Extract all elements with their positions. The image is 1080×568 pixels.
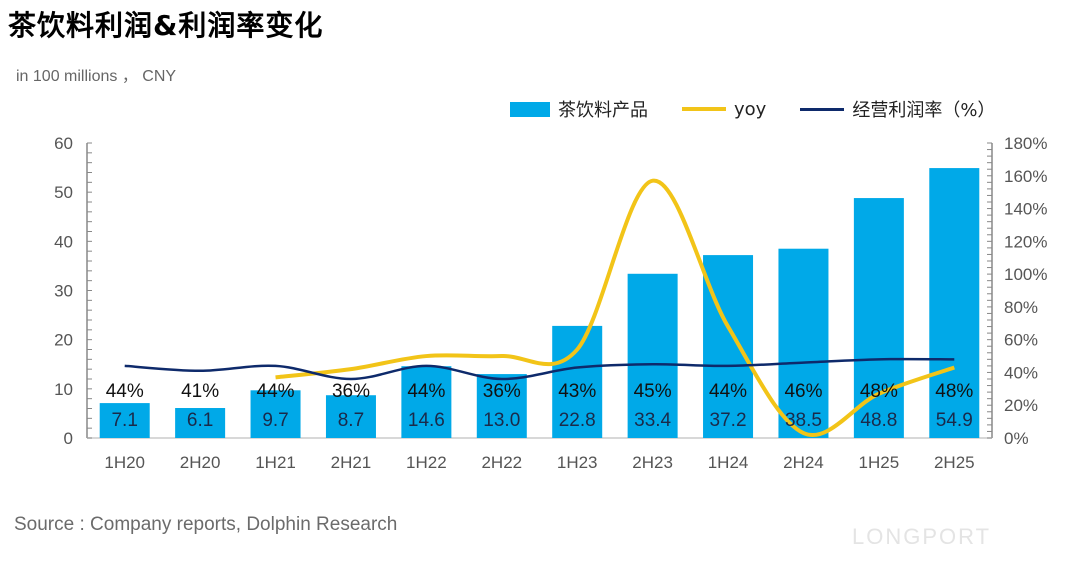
left-tick-label: 60	[54, 134, 73, 153]
left-tick-label: 30	[54, 282, 73, 301]
bar-data-label: 9.7	[262, 410, 288, 431]
bar-data-label: 7.1	[111, 410, 137, 431]
bar	[175, 408, 226, 438]
bar	[778, 248, 829, 438]
right-tick-label: 80%	[1004, 298, 1038, 317]
yoy-line	[275, 178, 955, 437]
right-tick-label: 0%	[1004, 429, 1029, 448]
bar	[627, 273, 678, 438]
x-tick-label: 2H22	[481, 453, 522, 472]
bar-data-label: 37.2	[710, 410, 747, 431]
margin-data-label: 48%	[935, 381, 973, 402]
x-tick-label: 1H20	[104, 453, 145, 472]
right-tick-label: 160%	[1004, 167, 1047, 186]
bar	[476, 374, 527, 438]
right-tick-label: 60%	[1004, 331, 1038, 350]
margin-data-label: 45%	[634, 381, 672, 402]
x-tick-label: 2H20	[180, 453, 221, 472]
legend-swatch	[682, 107, 726, 111]
legend-label: 经营利润率（%）	[852, 100, 996, 121]
bar-data-label: 33.4	[634, 410, 671, 431]
bar	[325, 395, 376, 438]
x-tick-label: 1H23	[557, 453, 598, 472]
right-tick-label: 120%	[1004, 232, 1047, 251]
x-tick-label: 1H21	[255, 453, 296, 472]
x-tick-label: 2H25	[934, 453, 975, 472]
bar-data-label: 22.8	[559, 410, 596, 431]
margin-data-label: 44%	[407, 381, 445, 402]
legend: 茶饮料产品 yoy 经营利润率（%）	[510, 96, 1029, 122]
legend-label: yoy	[734, 98, 767, 120]
margin-line	[124, 357, 955, 381]
legend-item-yoy: yoy	[682, 99, 766, 120]
logo: LONGPORT	[852, 524, 992, 549]
legend-item-margin: 经营利润率（%）	[800, 96, 995, 122]
x-tick-label: 1H22	[406, 453, 447, 472]
margin-data-label: 36%	[483, 381, 521, 402]
bar	[552, 325, 603, 438]
margin-data-label: 44%	[257, 381, 295, 402]
x-tick-label: 2H24	[783, 453, 824, 472]
unit-note: in 100 millions ， CNY	[16, 68, 177, 85]
margin-data-label: 44%	[709, 381, 747, 402]
bar	[99, 403, 150, 438]
right-tick-label: 40%	[1004, 363, 1038, 382]
margin-data-label: 48%	[860, 381, 898, 402]
chart-title: 茶饮料利润&利润率变化	[8, 9, 324, 42]
left-tick-label: 20	[54, 331, 73, 350]
bar-data-label: 54.9	[936, 410, 973, 431]
bar-data-label: 38.5	[785, 410, 822, 431]
margin-data-label: 44%	[106, 381, 144, 402]
legend-swatch	[510, 101, 550, 117]
left-tick-label: 40	[54, 232, 73, 251]
bar-data-label: 14.6	[408, 410, 445, 431]
x-tick-label: 1H24	[708, 453, 749, 472]
right-tick-label: 20%	[1004, 396, 1038, 415]
bar	[853, 198, 904, 438]
left-tick-label: 50	[54, 183, 73, 202]
legend-label: 茶饮料产品	[558, 100, 648, 121]
bar-data-label: 8.7	[338, 410, 364, 431]
legend-item-bar: 茶饮料产品	[510, 96, 648, 122]
bar-data-label: 48.8	[860, 410, 897, 431]
bar	[929, 168, 980, 438]
bar-data-label: 6.1	[187, 410, 213, 431]
right-tick-label: 100%	[1004, 265, 1047, 284]
x-tick-label: 1H25	[859, 453, 900, 472]
bar-data-label: 13.0	[483, 410, 520, 431]
bar	[250, 390, 301, 438]
right-tick-label: 180%	[1004, 134, 1047, 153]
margin-data-label: 43%	[558, 381, 596, 402]
source-note: Source : Company reports, Dolphin Resear…	[14, 514, 398, 535]
left-tick-label: 10	[54, 380, 73, 399]
margin-data-label: 46%	[784, 381, 822, 402]
x-tick-label: 2H21	[331, 453, 372, 472]
margin-data-label: 41%	[181, 381, 219, 402]
right-tick-label: 140%	[1004, 200, 1047, 219]
bar	[401, 366, 452, 438]
legend-swatch	[800, 107, 845, 111]
margin-data-label: 36%	[332, 381, 370, 402]
left-tick-label: 0	[64, 429, 73, 448]
x-tick-label: 2H23	[632, 453, 673, 472]
